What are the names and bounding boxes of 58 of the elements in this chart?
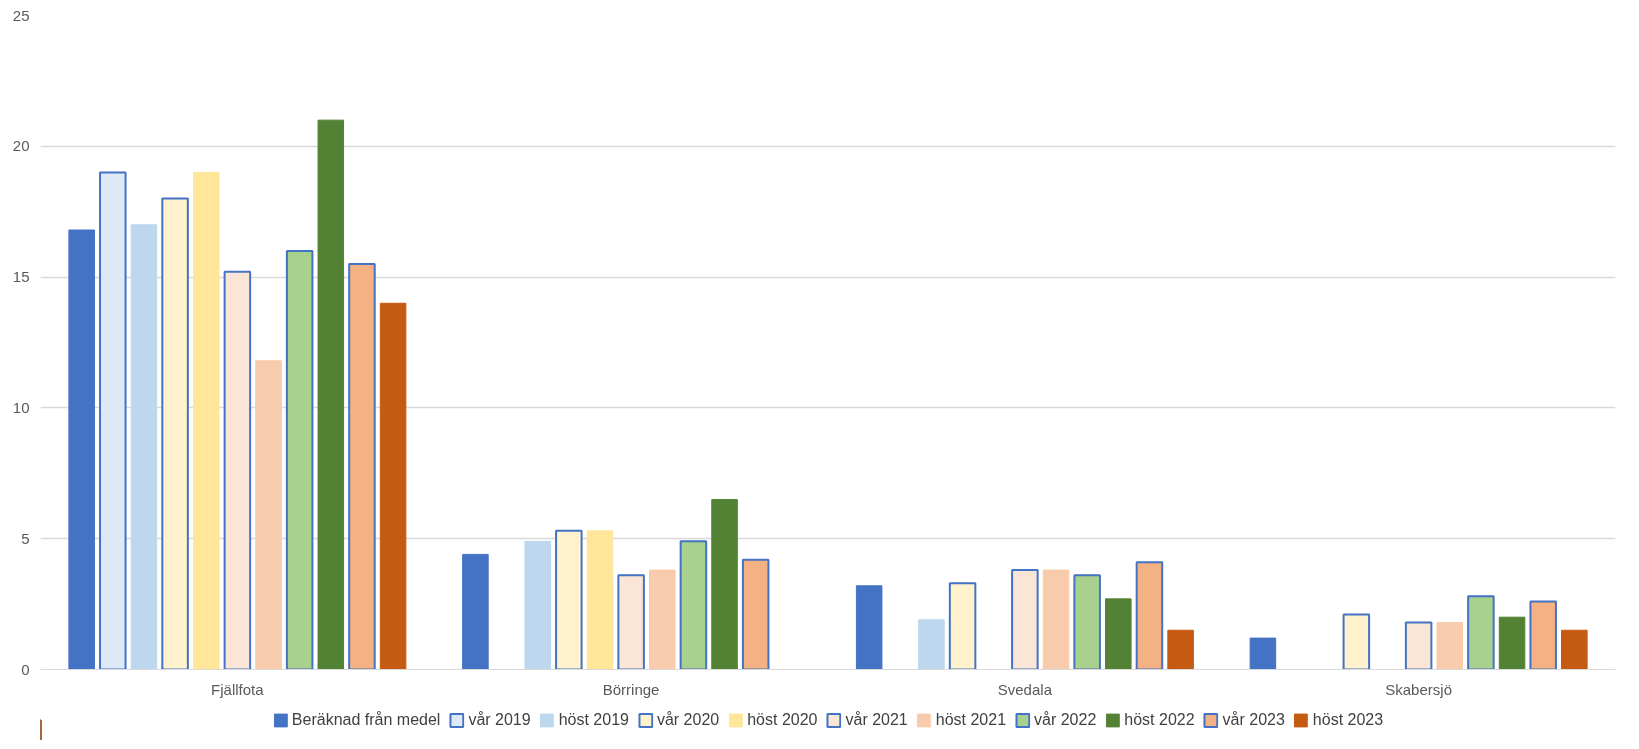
bar — [1167, 629, 1194, 670]
x-tick-label: Fjällfota — [211, 680, 265, 698]
bar — [524, 540, 551, 670]
bar — [1404, 621, 1433, 670]
bar — [1529, 600, 1557, 670]
bar — [161, 197, 189, 670]
legend-label: vår 2023 — [1222, 711, 1285, 729]
bar — [948, 582, 977, 670]
legend-label: vår 2020 — [656, 711, 720, 729]
bar — [99, 171, 127, 670]
bar — [1042, 569, 1070, 670]
bar — [348, 263, 376, 670]
bar — [285, 249, 314, 670]
bar — [68, 229, 95, 670]
bar — [1011, 569, 1039, 670]
legend-label: vår 2021 — [845, 711, 908, 729]
legend-label: vår 2019 — [468, 711, 531, 729]
bar — [130, 224, 158, 670]
legend-label: höst 2019 — [558, 711, 629, 729]
legend-label: höst 2023 — [1312, 711, 1384, 729]
bar — [918, 619, 945, 670]
bar — [317, 119, 345, 670]
bar — [1105, 598, 1132, 670]
bar — [1135, 561, 1164, 670]
bar — [1436, 621, 1464, 670]
bar — [679, 540, 708, 670]
bar — [1498, 616, 1526, 670]
bar — [1073, 574, 1101, 670]
bar — [192, 171, 220, 670]
bar — [649, 569, 676, 670]
bar — [555, 529, 583, 670]
bar — [855, 585, 883, 670]
bar — [379, 302, 407, 670]
bar — [617, 574, 645, 670]
legend-label: höst 2022 — [1124, 711, 1195, 729]
y-tick-label: 10 — [12, 398, 30, 416]
bar — [586, 530, 614, 670]
bar — [1561, 629, 1588, 670]
bar — [255, 360, 282, 670]
y-tick-label: 25 — [12, 6, 30, 24]
bar — [462, 553, 489, 670]
y-tick-label: 20 — [12, 137, 30, 155]
bar — [1249, 637, 1277, 670]
legend-label: höst 2021 — [935, 711, 1007, 729]
legend-label: höst 2020 — [747, 711, 818, 729]
bar — [741, 558, 770, 670]
y-tick-label: 0 — [21, 660, 30, 678]
y-tick-label: 15 — [12, 268, 30, 286]
legend-label: vår 2022 — [1034, 711, 1097, 729]
x-tick-label: Börringe — [602, 680, 660, 698]
y-tick-label: 5 — [21, 529, 30, 547]
bar — [711, 498, 738, 670]
legend-label: Beräknad från medel — [291, 711, 441, 729]
bar — [223, 270, 252, 670]
bar — [1467, 595, 1495, 670]
x-tick-label: Skabersjö — [1385, 680, 1452, 698]
x-tick-label: Svedala — [997, 680, 1053, 698]
bar — [1342, 613, 1371, 670]
